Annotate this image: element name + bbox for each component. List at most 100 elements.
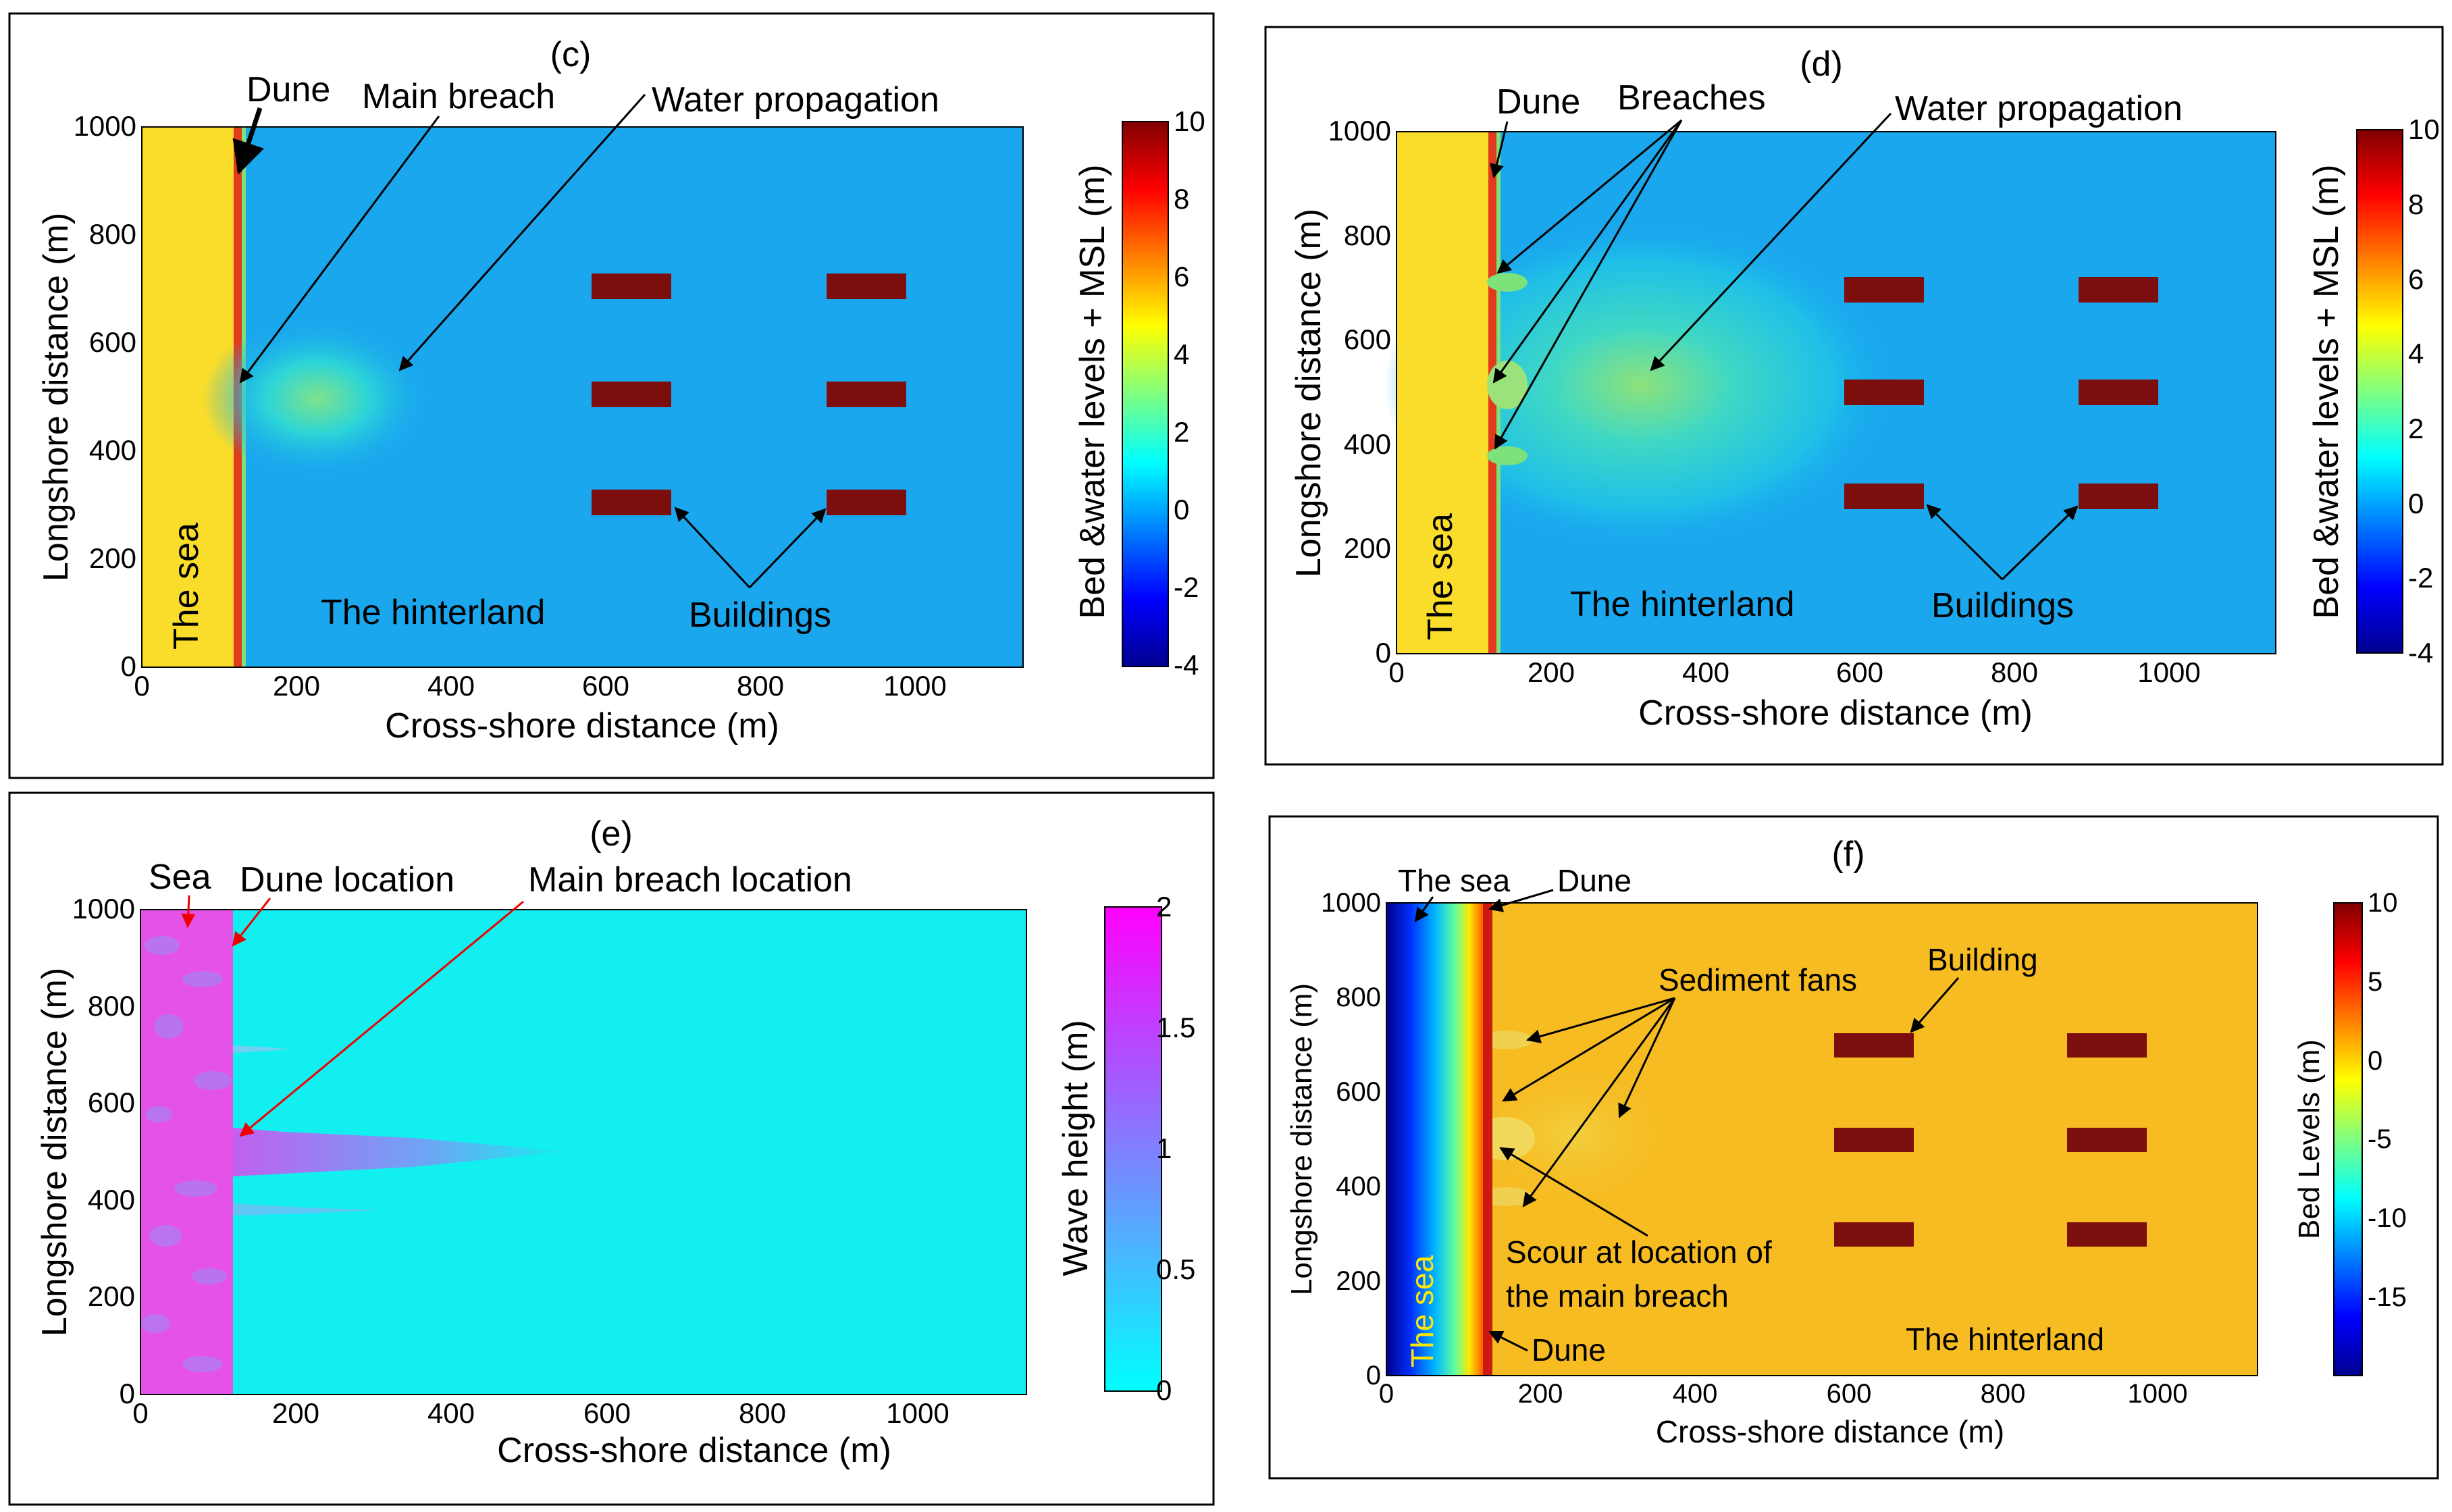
building — [827, 273, 906, 299]
arrow — [1492, 120, 1683, 384]
colorbar-tick: 1.5 — [1156, 1012, 1195, 1043]
x-tick: 600 — [1836, 656, 1883, 688]
panel-d-plume — [1384, 219, 1898, 550]
x-tick: 0 — [1388, 656, 1404, 688]
y-tick: 200 — [1344, 532, 1391, 564]
arrow — [1910, 977, 1960, 1033]
panel-c-annotations: Dune Main breach Water propagation The h… — [167, 70, 939, 650]
annotation-main-breach-location: Main breach location — [528, 860, 852, 900]
panel-d-breach-bottom — [1487, 446, 1528, 465]
arrow — [674, 506, 751, 589]
building — [1834, 1033, 1914, 1058]
x-axis-label: Cross-shore distance (m) — [497, 1431, 891, 1470]
y-tick: 400 — [1336, 1172, 1381, 1201]
y-axis-label: Longshore distance (m) — [1285, 983, 1318, 1295]
building — [1844, 277, 1924, 303]
panel-c-plume — [203, 317, 432, 479]
colorbar-tick: 5 — [2368, 967, 2382, 997]
annotation-hinterland: The hinterland — [1570, 585, 1794, 624]
building — [2067, 1128, 2147, 1152]
colorbar — [2333, 902, 2363, 1376]
annotation-breaches: Breaches — [1617, 78, 1766, 118]
x-tick: 1000 — [886, 1397, 949, 1429]
panel-c-axes-box — [141, 126, 1024, 668]
y-tick: 1000 — [1321, 888, 1381, 918]
colorbar-tick: 4 — [1174, 338, 1189, 370]
colorbar-tick: -5 — [2368, 1124, 2392, 1154]
annotation-water-propagation: Water propagation — [652, 80, 939, 120]
x-axis-label: Cross-shore distance (m) — [1638, 694, 2033, 733]
x-tick: 400 — [427, 670, 475, 702]
y-tick: 1000 — [72, 893, 135, 924]
panel-e-annotations: Sea Dune location Main breach location — [149, 858, 852, 1137]
building — [2067, 1033, 2147, 1058]
building — [827, 490, 906, 515]
colorbar-tick: 2 — [1156, 891, 1172, 922]
annotation-sea: The sea — [1421, 513, 1460, 640]
panel-e: (e) 0 200 400 6 — [8, 791, 1215, 1506]
panel-c-colorbar: 10 8 6 4 2 0 -2 -4 Bed &water levels + M… — [1073, 105, 1205, 681]
y-tick: 1000 — [1328, 115, 1391, 147]
building — [1834, 1128, 1914, 1152]
x-tick: 600 — [1827, 1379, 1872, 1409]
building — [1834, 1222, 1914, 1247]
panel-c-frame — [8, 12, 1215, 779]
colorbar-tick: 0 — [1174, 494, 1189, 525]
x-tick: 400 — [1673, 1379, 1718, 1409]
y-tick: 800 — [88, 990, 135, 1022]
annotation-sea: The sea — [167, 523, 206, 650]
panel-d-colorbar: 10 8 6 4 2 0 -2 -4 Bed &water levels + M… — [2307, 113, 2440, 669]
panel-f-sea — [1386, 903, 1484, 1376]
annotation-dune-location: Dune location — [240, 860, 454, 900]
arrow — [1522, 997, 1676, 1207]
annotation-dune-top: Dune — [1557, 863, 1632, 898]
x-tick: 800 — [739, 1397, 786, 1429]
arrow — [1525, 997, 1675, 1043]
y-tick: 600 — [1344, 323, 1391, 355]
panel-e-title: (e) — [590, 814, 633, 854]
x-tick: 1000 — [2137, 656, 2200, 688]
y-tick: 200 — [88, 1280, 135, 1312]
arrow — [181, 895, 196, 929]
x-tick: 800 — [737, 670, 784, 702]
colorbar-label: Bed Levels (m) — [2293, 1039, 2326, 1239]
panel-d-annotations: Dune Breaches Water propagation The hint… — [1421, 78, 2183, 640]
arrow — [232, 107, 265, 175]
colorbar — [1104, 906, 1162, 1392]
building — [1844, 380, 1924, 405]
y-tick: 1000 — [74, 110, 136, 142]
panel-d-breach-top — [1487, 273, 1528, 292]
annotation-water-propagation: Water propagation — [1895, 89, 2183, 128]
arrow — [398, 94, 646, 371]
annotation-sediment-fans: Sediment fans — [1659, 962, 1857, 997]
x-tick: 400 — [1682, 656, 1729, 688]
x-tick: 0 — [134, 670, 149, 702]
panel-f-axes-box — [1386, 902, 2258, 1376]
annotation-buildings: Buildings — [689, 596, 831, 635]
arrow — [232, 897, 271, 947]
panel-e-axes-box — [140, 909, 1027, 1395]
panel-e-frame — [8, 791, 1215, 1506]
arrow — [1488, 1330, 1528, 1352]
arrow — [239, 115, 440, 384]
panel-f-title: (f) — [1831, 835, 1864, 874]
arrow — [1499, 1147, 1648, 1237]
y-tick: 600 — [1336, 1077, 1381, 1107]
colorbar-label: Bed &water levels + MSL (m) — [1073, 165, 1112, 619]
panel-d: (d) 0 200 400 600 800 1000 0 200 — [1264, 26, 2444, 766]
colorbar — [2356, 129, 2403, 654]
x-tick: 1000 — [883, 670, 946, 702]
annotation-dune: Dune — [1496, 82, 1580, 122]
colorbar-tick: 6 — [2408, 263, 2424, 295]
arrow — [748, 508, 827, 589]
panel-e-plot — [140, 909, 1027, 1395]
x-tick: 1000 — [2128, 1379, 2188, 1409]
panel-e-main-jet — [233, 1128, 567, 1176]
x-tick: 800 — [1981, 1379, 2026, 1409]
x-tick: 200 — [273, 670, 320, 702]
annotation-building: Building — [1927, 942, 2038, 977]
y-tick: 600 — [88, 1087, 135, 1118]
annotation-scour-line2: the main breach — [1506, 1278, 1729, 1313]
x-tick: 400 — [427, 1397, 475, 1429]
panel-d-sea — [1397, 132, 1491, 654]
